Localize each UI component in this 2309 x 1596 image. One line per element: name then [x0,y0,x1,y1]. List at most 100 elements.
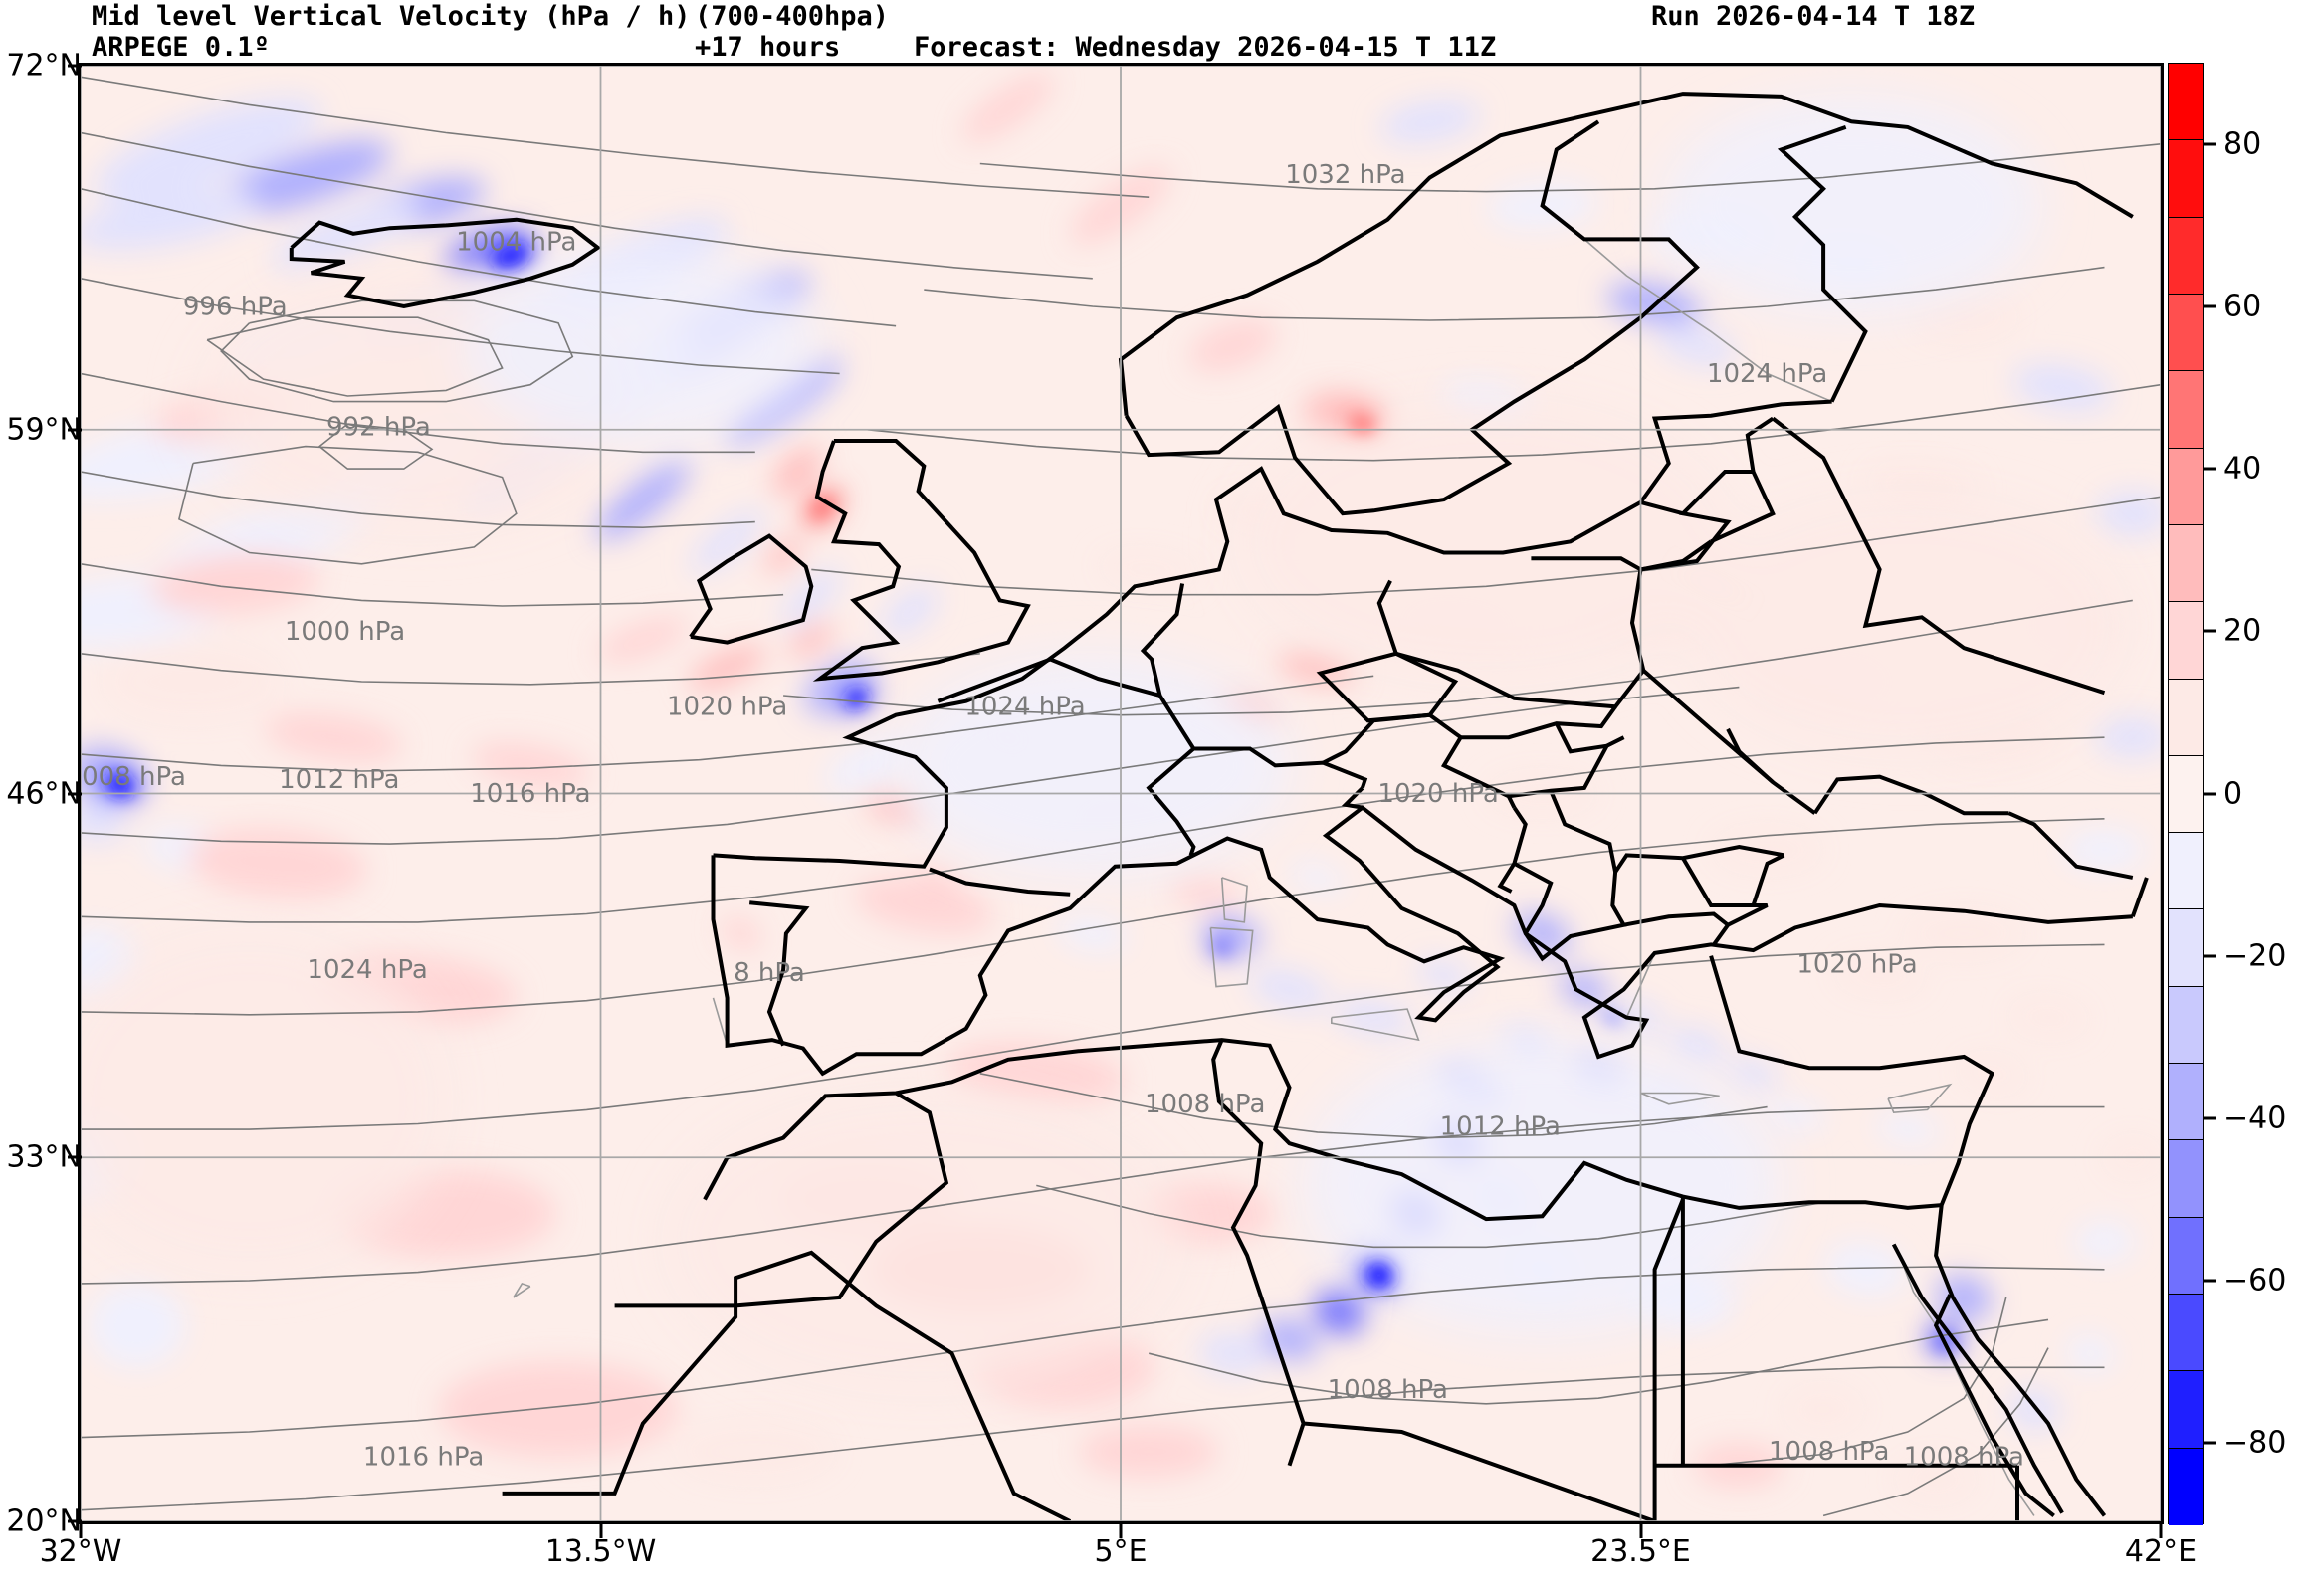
vertical-velocity-blob [1936,1275,1992,1320]
isobar-contour [81,686,1740,845]
vertical-velocity-blob [1688,496,2127,755]
lat-tick [68,1155,82,1159]
lon-tick [1639,1524,1642,1538]
country-border [1140,583,1185,697]
isobar-label: 1008 hPa [1769,1437,1889,1467]
isobar-contour [979,143,2161,193]
model-label: ARPEGE 0.1º [92,32,270,63]
isobar-contour [81,1366,2105,1511]
country-border [2130,877,2149,917]
lon-tick [1119,1524,1123,1538]
isobar-label: 1032 hPa [1285,160,1405,190]
vertical-velocity-blob [493,245,528,267]
colorbar-tick [2204,142,2216,146]
map-plot-area[interactable]: 1004 hPa 996 hPa 992 hPa 1000 hPa 1008 hPa 10… [78,63,2164,1524]
lat-axis-label: 33°N [6,1139,82,1175]
colorbar-band [2169,986,2203,1065]
isobar-contour [81,1266,2105,1439]
isobar-label: 1016 hPa [470,779,590,809]
country-border [711,805,2133,1077]
isobar-contour [1711,1297,2007,1467]
lat-tick [68,64,82,68]
coastline [1209,926,1254,988]
isobar-label: 1008 hPa [81,762,186,792]
vertical-velocity-blob [1079,1425,1219,1478]
vertical-velocity-blob [187,829,367,898]
vertical-velocity-blob [2008,997,2088,1038]
isobar-label: 1012 hPa [1440,1112,1561,1142]
vertical-velocity-blob [81,801,124,842]
vertical-velocity-blob [1237,402,1736,682]
country-border [748,900,810,1047]
colorbar-tick [2204,467,2216,471]
lon-axis-label: 42°E [2124,1534,2198,1569]
colorbar-band [2169,294,2203,372]
coastline [513,1282,531,1298]
country-border [1316,651,1459,723]
vertical-velocity-blob [781,567,842,628]
vertical-velocity-blob [1303,1036,1782,1335]
vertical-velocity-blob [81,932,449,1271]
country-border [1211,1039,1306,1425]
vertical-velocity-blob [788,623,835,656]
colorbar-band [2169,909,2203,987]
coastline [1331,1008,1420,1042]
country-border [1771,416,2106,696]
isobar-contour [81,943,2105,1130]
vertical-velocity-blob [1365,1262,1393,1289]
isobar-contour [81,76,1150,198]
country-border [1777,125,1868,403]
lon-axis-label: 13.5°W [544,1534,657,1569]
country-border [1652,1198,1685,1521]
isobar-label: 1008 hPa [1145,1090,1265,1119]
vertical-velocity-blob [1728,1058,1779,1089]
lat-tick [68,428,82,432]
country-border [1640,470,1776,572]
country-border [1193,746,1368,789]
coastline [1887,1083,1953,1114]
isobar-contour [81,471,755,529]
vertical-velocity-blob [264,713,403,762]
isobar-contour [206,316,504,397]
isobar-contour [177,445,518,565]
country-border [1933,1294,2055,1517]
vertical-velocity-blob [882,586,939,637]
vertical-velocity-blob [150,552,320,615]
lon-axis-label: 23.5°E [1590,1534,1691,1569]
isobar-label: 1004 hPa [456,228,576,258]
vertical-velocity-blob [961,73,1055,143]
chart-title: Mid level Vertical Velocity (hPa / h) [92,1,691,32]
vertical-velocity-blob [1189,319,1277,372]
lat-tick [68,1519,82,1523]
colorbar-tick [2204,1279,2216,1283]
country-border [1555,722,1625,754]
isobar-contour [867,383,2161,462]
isobar-contour [81,675,1374,772]
vertical-velocity-blob [2096,717,2161,758]
lon-axis-label: 32°W [39,1534,122,1569]
vertical-velocity-blob [1380,100,1480,143]
colorbar-band [2169,448,2203,525]
colorbar-band [2169,1140,2203,1218]
vertical-velocity-blob [665,1092,1183,1391]
vertical-velocity-blob [597,617,689,663]
isobar-label: 1020 hPa [667,693,787,722]
colorbar-band [2169,140,2203,218]
isobar-contour [1149,1318,2049,1405]
lon-tick [599,1524,602,1538]
vertical-velocity-blob [675,1421,835,1482]
vertical-velocity-blob [825,738,911,792]
country-border [502,1250,1072,1521]
country-border [289,217,602,309]
country-border [1623,911,1731,946]
country-border [1709,955,2107,1517]
vertical-velocity-blob [1909,296,2019,340]
isobar-contour [81,188,897,327]
vertical-velocity-blob [104,642,283,721]
lat-tick [68,792,82,795]
colorbar-tick [2204,792,2216,795]
colorbar-band [2169,1064,2203,1141]
colorbar-band [2169,679,2203,756]
isobar-contour [783,599,2133,716]
colorbar-band [2169,524,2203,603]
